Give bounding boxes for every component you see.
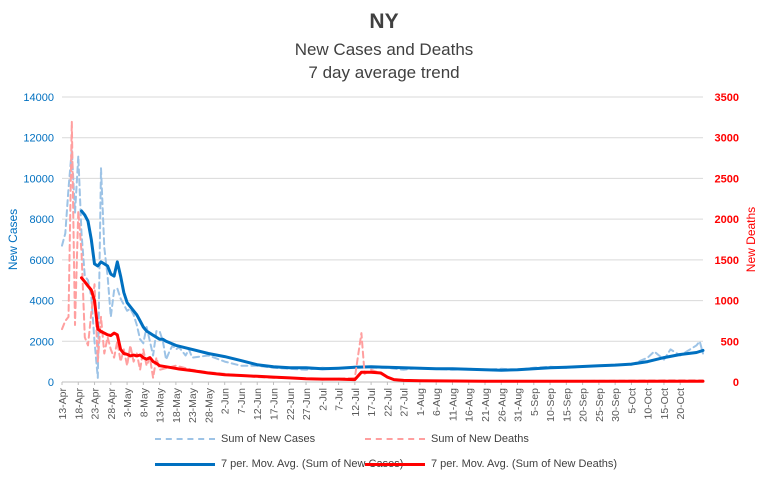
x-tick-label: 23-May xyxy=(187,387,199,423)
x-tick-label: 11-Aug xyxy=(447,388,459,421)
x-tick-label: 27-Jul xyxy=(399,388,411,417)
x-tick-label: 6-Aug xyxy=(431,388,443,416)
chart-subtitle-2: 7 day average trend xyxy=(308,63,460,82)
y-right-tick-label: 2000 xyxy=(715,214,739,226)
legend-item-deaths-avg: 7 per. Mov. Avg. (Sum of New Deaths) xyxy=(365,458,617,470)
x-tick-label: 13-May xyxy=(155,387,167,423)
y-right-tick-label: 3000 xyxy=(715,133,739,145)
x-tick-label: 20-Oct xyxy=(675,388,687,420)
x-tick-label: 23-Apr xyxy=(90,387,102,419)
x-tick-label: 31-Aug xyxy=(513,388,525,422)
x-tick-label: 18-Apr xyxy=(73,387,85,419)
y-left-tick-label: 2000 xyxy=(30,336,54,348)
x-tick-label: 7-Jun xyxy=(236,388,248,414)
x-tick-label: 12-Jun xyxy=(252,388,264,420)
x-tick-label: 2-Jun xyxy=(220,388,232,414)
x-tick-label: 28-May xyxy=(203,387,215,423)
y-left-axis-title: New Cases xyxy=(6,209,20,270)
x-tick-label: 25-Sep xyxy=(594,388,606,422)
x-tick-label: 27-Jun xyxy=(301,388,313,420)
x-tick-label: 21-Aug xyxy=(480,388,492,422)
legend-label: Sum of New Deaths xyxy=(431,433,529,445)
x-tick-label: 5-Oct xyxy=(626,388,638,414)
y-right-tick-label: 1000 xyxy=(715,296,739,308)
legend-item-deaths: Sum of New Deaths xyxy=(365,433,529,445)
x-tick-label: 8-May xyxy=(138,387,150,417)
legend-swatch xyxy=(155,462,215,466)
legend-swatch xyxy=(155,438,215,440)
y-right-tick-label: 2500 xyxy=(715,173,739,185)
x-tick-label: 30-Sep xyxy=(610,388,622,422)
legend-label: 7 per. Mov. Avg. (Sum of New Cases) xyxy=(221,458,404,470)
y-left-tick-label: 14000 xyxy=(23,92,54,104)
x-tick-label: 26-Aug xyxy=(496,388,508,422)
x-tick-label: 5-Sep xyxy=(529,388,541,416)
legend-item-cases-avg: 7 per. Mov. Avg. (Sum of New Cases) xyxy=(155,458,403,470)
x-tick-label: 15-Sep xyxy=(561,388,573,422)
x-tick-label: 20-Sep xyxy=(578,388,590,422)
x-tick-label: 28-Apr xyxy=(106,387,118,419)
x-tick-label: 22-Jun xyxy=(285,388,297,420)
y-left-tick-label: 8000 xyxy=(30,214,54,226)
x-tick-label: 10-Sep xyxy=(545,388,557,422)
y-left-tick-label: 6000 xyxy=(30,255,54,267)
series-line-1 xyxy=(80,209,705,372)
x-tick-label: 12-Jul xyxy=(350,388,362,417)
y-right-tick-label: 3500 xyxy=(715,92,739,104)
chart-subtitle: New Cases and Deaths xyxy=(294,40,474,59)
x-tick-label: 18-May xyxy=(171,387,183,423)
x-tick-label: 22-Jul xyxy=(382,388,394,417)
x-tick-label: 16-Aug xyxy=(464,388,476,422)
x-tick-label: 10-Oct xyxy=(643,388,655,420)
x-tick-label: 3-May xyxy=(122,387,134,417)
legend-swatch xyxy=(365,462,425,466)
legend-item-cases: Sum of New Cases xyxy=(155,433,315,445)
x-tick-label: 17-Jul xyxy=(366,388,378,417)
x-tick-label: 2-Jul xyxy=(317,388,329,411)
legend-label: 7 per. Mov. Avg. (Sum of New Deaths) xyxy=(431,458,618,470)
y-right-axis-title: New Deaths xyxy=(744,207,758,272)
y-left-tick-label: 0 xyxy=(48,377,54,389)
y-right-tick-label: 0 xyxy=(733,377,739,389)
series-line-3 xyxy=(80,276,705,383)
y-left-tick-label: 10000 xyxy=(23,173,54,185)
x-tick-label: 13-Apr xyxy=(57,387,69,419)
legend-label: Sum of New Cases xyxy=(221,433,316,445)
x-tick-label: 1-Aug xyxy=(415,388,427,416)
y-right-tick-label: 500 xyxy=(721,336,739,348)
y-left-tick-label: 4000 xyxy=(30,296,54,308)
x-tick-label: 7-Jul xyxy=(334,388,346,411)
x-tick-label: 15-Oct xyxy=(659,388,671,420)
series-line-2 xyxy=(61,120,704,383)
y-left-tick-label: 12000 xyxy=(23,133,54,145)
x-tick-label: 17-Jun xyxy=(268,388,280,420)
legend-swatch xyxy=(365,438,425,440)
chart-title: NY xyxy=(369,10,399,33)
y-right-tick-label: 1500 xyxy=(715,255,739,267)
series-line-0 xyxy=(61,148,704,379)
